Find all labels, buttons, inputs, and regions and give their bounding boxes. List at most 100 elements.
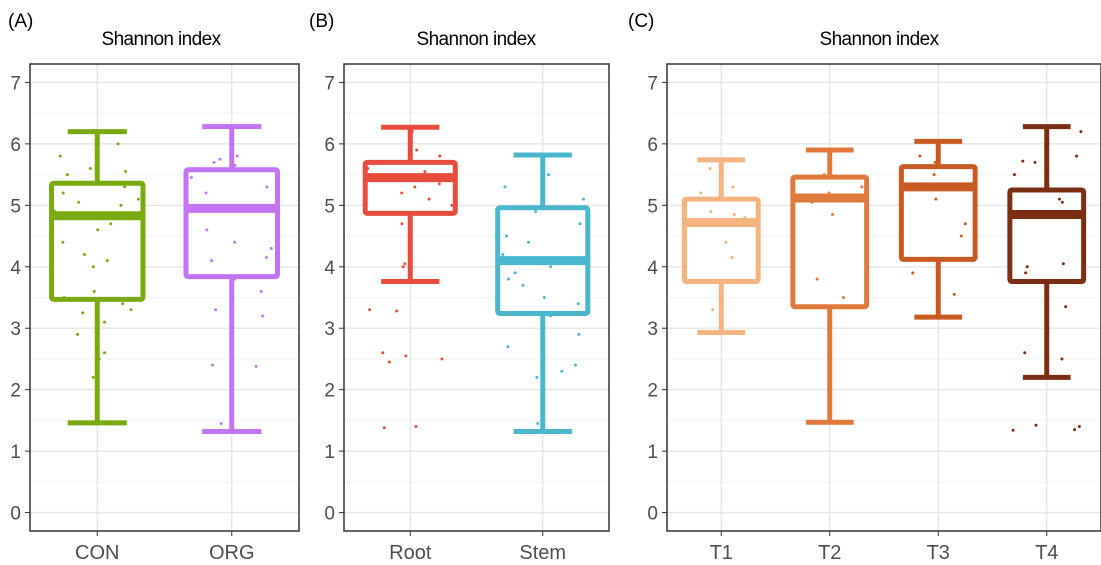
data-point — [196, 166, 200, 170]
data-point — [212, 160, 216, 164]
data-point — [53, 209, 57, 213]
box-org — [183, 124, 280, 434]
data-point — [503, 185, 507, 189]
data-point — [534, 209, 538, 213]
data-point — [971, 259, 975, 263]
data-point — [119, 203, 123, 207]
data-point — [83, 252, 87, 256]
data-point — [233, 240, 237, 244]
data-point — [506, 277, 510, 281]
box-iqr — [49, 180, 146, 302]
y-tick-label: 5 — [647, 196, 658, 217]
data-point — [58, 154, 62, 158]
data-point — [96, 228, 100, 232]
data-point — [934, 197, 938, 201]
y-tick-label: 5 — [324, 196, 335, 217]
data-point — [1075, 154, 1079, 158]
data-point — [205, 228, 209, 232]
data-point — [918, 154, 922, 158]
box-iqr — [1007, 187, 1087, 285]
y-tick-label: 1 — [10, 442, 21, 463]
data-point — [414, 425, 418, 429]
data-point — [109, 222, 113, 226]
data-point — [77, 200, 81, 204]
data-point — [542, 296, 546, 299]
data-point — [368, 308, 372, 312]
data-point — [401, 265, 405, 269]
data-point — [450, 203, 454, 207]
data-point — [219, 421, 223, 425]
data-point — [427, 197, 431, 201]
data-point — [731, 185, 735, 189]
data-point — [400, 222, 404, 226]
box-t2 — [790, 147, 870, 425]
data-point — [1064, 305, 1068, 309]
data-point — [724, 240, 728, 244]
y-tick-label: 1 — [647, 442, 658, 463]
x-tick-label: T2 — [818, 542, 841, 564]
data-point — [65, 173, 69, 177]
data-point — [259, 289, 263, 293]
data-point — [254, 364, 258, 368]
x-tick-label: Root — [389, 542, 432, 564]
data-point — [505, 234, 509, 238]
box-root — [362, 124, 458, 430]
data-point — [932, 173, 936, 177]
data-point — [574, 363, 578, 367]
data-point — [261, 314, 265, 318]
data-point — [366, 166, 370, 170]
data-point — [1011, 428, 1015, 432]
data-point — [1021, 159, 1025, 163]
data-point — [1057, 197, 1061, 201]
data-point — [933, 160, 937, 164]
data-point — [88, 166, 92, 170]
data-point — [860, 185, 864, 189]
y-tick-label: 2 — [647, 381, 658, 402]
x-tick-label: T1 — [710, 542, 733, 564]
panel-c: (C) Shannon index 0 1 2 3 4 5 6 7 T1 T2 T3 T4 — [628, 11, 1101, 564]
data-point — [576, 302, 580, 306]
data-point — [549, 314, 553, 318]
y-tick-label: 2 — [10, 381, 21, 402]
data-point — [233, 277, 237, 281]
data-point — [413, 185, 417, 189]
box-iqr — [898, 164, 978, 262]
y-tick-label: 0 — [647, 504, 658, 525]
y-tick-label: 7 — [647, 73, 658, 94]
data-point — [235, 154, 239, 158]
data-point — [92, 289, 96, 293]
data-point — [711, 308, 715, 312]
box-stem — [495, 152, 591, 434]
data-point — [549, 265, 553, 269]
data-point — [1034, 423, 1038, 427]
data-point — [222, 203, 226, 207]
y-tick-label: 7 — [324, 73, 335, 94]
y-tick-label: 6 — [10, 135, 21, 156]
data-point — [841, 296, 845, 299]
data-point — [204, 191, 208, 195]
data-point — [410, 130, 414, 134]
data-point — [211, 363, 215, 367]
y-tick-label: 1 — [324, 442, 335, 463]
data-point — [395, 309, 399, 313]
data-point — [103, 320, 107, 324]
data-point — [513, 271, 517, 275]
data-point — [415, 148, 419, 152]
y-tick-label: 2 — [324, 381, 335, 402]
data-point — [535, 375, 539, 379]
y-tick-label: 4 — [647, 258, 658, 279]
data-point — [382, 426, 386, 430]
data-point — [828, 363, 832, 367]
data-point — [404, 354, 408, 358]
data-point — [74, 216, 78, 220]
panel-label: (C) — [628, 11, 654, 32]
data-point — [501, 252, 505, 256]
data-point — [827, 191, 831, 195]
data-point — [1079, 130, 1083, 134]
data-point — [121, 302, 125, 306]
y-tick-label: 3 — [324, 319, 335, 340]
data-point — [438, 154, 442, 158]
data-point — [124, 170, 128, 174]
box-iqr — [362, 159, 458, 216]
data-point — [1023, 351, 1027, 355]
